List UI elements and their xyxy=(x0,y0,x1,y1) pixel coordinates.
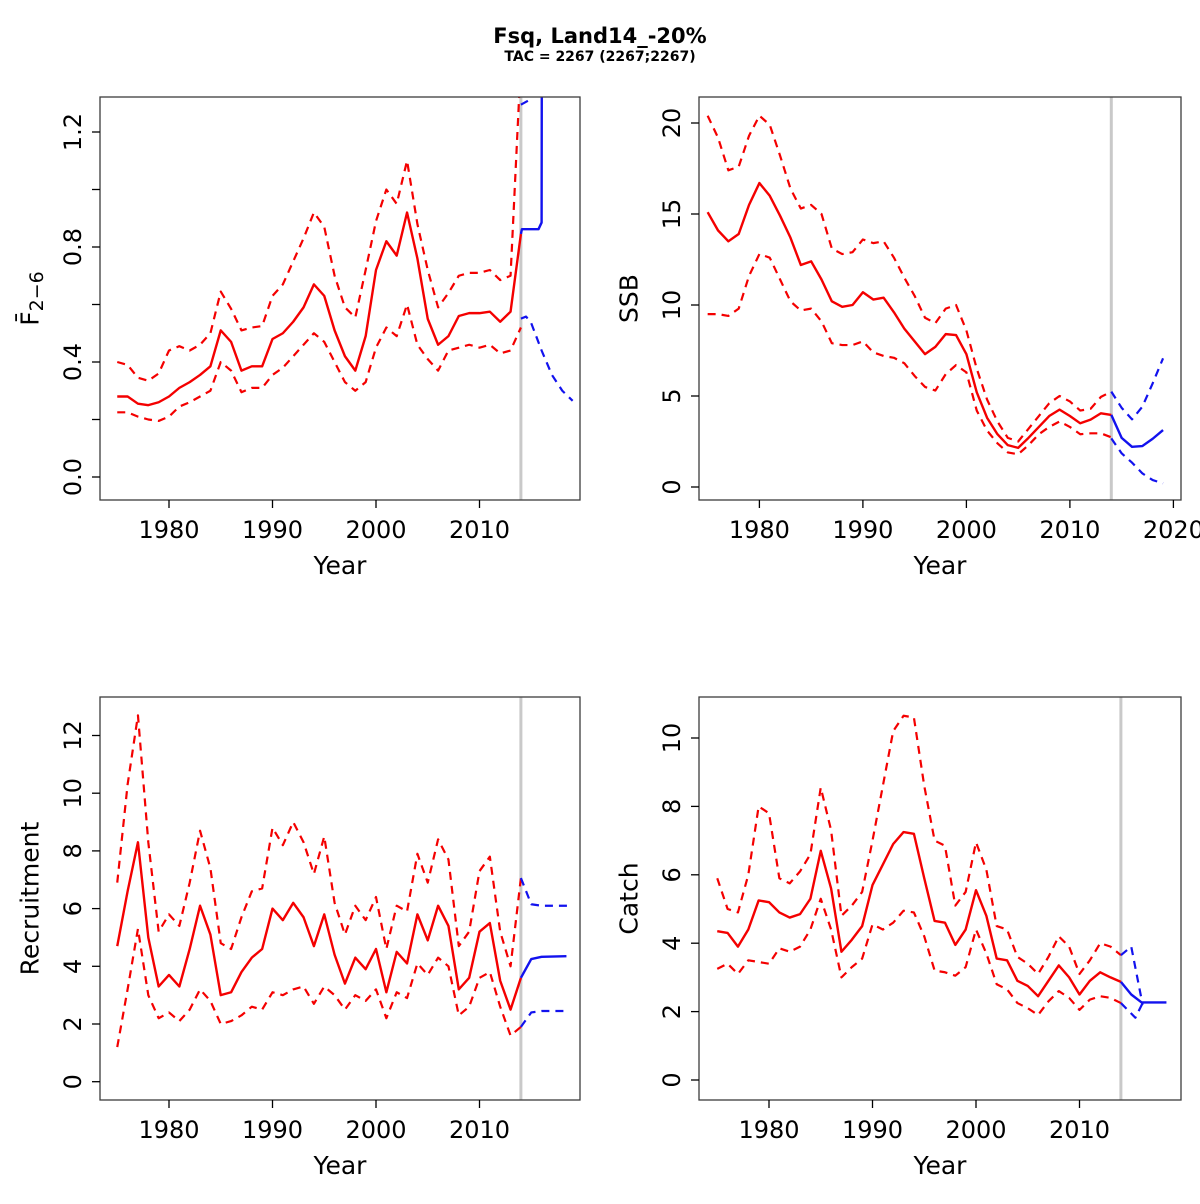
y-tick-label: 2 xyxy=(658,1004,686,1019)
y-tick-label: 0 xyxy=(59,1074,87,1089)
panel-recruitment: 1980 1990 2000 2010 Year 0 2 4 6 8 10 12 Recruitment xyxy=(16,697,581,1180)
ssb-historical-upper-ci-line xyxy=(708,116,1112,442)
recruitment-forecast-upper-ci-line xyxy=(521,878,567,906)
recruitment-xaxis-title: Year xyxy=(313,1151,368,1180)
y-tick-label: 6 xyxy=(658,867,686,882)
ssb-forecast-upper-ci-line xyxy=(1111,358,1163,419)
y-tick-label: 5 xyxy=(658,388,686,403)
y-tick-label: 0.0 xyxy=(59,458,87,496)
x-tick-label: 2000 xyxy=(936,516,997,544)
y-tick-label: 8 xyxy=(59,843,87,858)
recruitment-historical-median-line xyxy=(117,842,521,1009)
y-tick-label: 4 xyxy=(658,936,686,951)
ssb-xaxis-title: Year xyxy=(913,551,968,580)
catch-forecast-lower-ci-line xyxy=(1121,1003,1143,1018)
y-tick-label: 8 xyxy=(658,799,686,814)
x-tick-label: 1990 xyxy=(832,516,893,544)
f-historical-lower-ci-line xyxy=(117,305,521,421)
catch-series xyxy=(717,716,1166,1018)
x-tick-label: 1990 xyxy=(842,1116,903,1144)
figure-title: Fsq, Land14_-20% xyxy=(0,24,1200,48)
y-tick-label: 0 xyxy=(658,479,686,494)
catch-historical-median-line xyxy=(717,832,1121,996)
x-tick-label: 2010 xyxy=(1049,1116,1110,1144)
y-tick-label: 10 xyxy=(658,290,686,321)
panel-catch: 1980 1990 2000 2010 Year 0 2 4 6 8 10 Catch xyxy=(615,697,1182,1180)
ssb-historical-lower-ci-line xyxy=(708,254,1112,454)
x-tick-label: 1980 xyxy=(729,516,790,544)
ssb-forecast-median-line xyxy=(1111,415,1163,447)
y-tick-label: 0.8 xyxy=(59,228,87,266)
f-historical-median-line xyxy=(117,213,521,406)
catch-historical-lower-ci-line xyxy=(717,899,1121,1015)
panel-f: 1980 1990 2000 2010 Year 0.0 0.4 0.8 1.2 F̄2−6 xyxy=(15,60,580,580)
f-forecast-median-line xyxy=(521,60,542,234)
recruitment-forecast-lower-ci-line xyxy=(521,1011,567,1027)
y-tick-label: 4 xyxy=(59,959,87,974)
ssb-yaxis-title: SSB xyxy=(615,274,644,323)
y-tick-label: 10 xyxy=(658,723,686,754)
y-tick-label: 1.2 xyxy=(59,113,87,151)
x-tick-label: 2010 xyxy=(449,1116,510,1144)
x-tick-label: 2010 xyxy=(1039,516,1100,544)
x-tick-label: 2010 xyxy=(449,516,510,544)
recruitment-plot-box xyxy=(100,697,580,1100)
x-tick-label: 1990 xyxy=(242,516,303,544)
f-plot-box xyxy=(100,97,580,500)
ssb-forecast-lower-ci-line xyxy=(1111,438,1163,483)
catch-forecast-median-line xyxy=(1121,982,1167,1003)
f-historical-upper-ci-line xyxy=(117,60,521,381)
f-yaxis-title: F̄2−6 xyxy=(15,271,48,326)
x-tick-label: 2000 xyxy=(345,1116,406,1144)
y-tick-label: 12 xyxy=(59,720,87,751)
y-tick-label: 2 xyxy=(59,1016,87,1031)
ssb-plot-box xyxy=(699,97,1181,500)
figure-subtitle: TAC = 2267 (2267;2267) xyxy=(0,49,1200,65)
x-tick-label: 1980 xyxy=(738,1116,799,1144)
y-tick-label: 6 xyxy=(59,901,87,916)
catch-yaxis-title: Catch xyxy=(615,862,644,934)
x-tick-label: 1980 xyxy=(138,1116,199,1144)
x-tick-label: 2000 xyxy=(345,516,406,544)
panel-ssb: 1980 1990 2000 2010 2020 Year 0 5 10 15 20 SSB xyxy=(615,97,1200,580)
recruitment-forecast-median-line xyxy=(521,956,567,978)
y-tick-label: 0 xyxy=(658,1072,686,1087)
ssb-historical-median-line xyxy=(708,183,1112,448)
recruitment-yaxis-title: Recruitment xyxy=(16,821,45,975)
y-tick-label: 20 xyxy=(658,108,686,139)
y-tick-label: 15 xyxy=(658,199,686,230)
catch-xaxis-title: Year xyxy=(913,1151,968,1180)
f-forecast-lower-ci-line xyxy=(521,317,573,401)
f-xaxis-title: Year xyxy=(313,551,368,580)
recruitment-series xyxy=(117,715,567,1047)
ssb-series xyxy=(708,116,1163,484)
catch-plot-box xyxy=(699,697,1181,1100)
f-forecast-upper-ci-line xyxy=(521,60,535,105)
catch-historical-upper-ci-line xyxy=(717,716,1121,974)
x-tick-label: 1990 xyxy=(242,1116,303,1144)
y-tick-label: 0.4 xyxy=(59,343,87,381)
x-tick-label: 1980 xyxy=(138,516,199,544)
x-tick-label: 2020 xyxy=(1143,516,1200,544)
f-series xyxy=(117,60,572,421)
y-tick-label: 10 xyxy=(59,778,87,809)
x-tick-label: 2000 xyxy=(945,1116,1006,1144)
